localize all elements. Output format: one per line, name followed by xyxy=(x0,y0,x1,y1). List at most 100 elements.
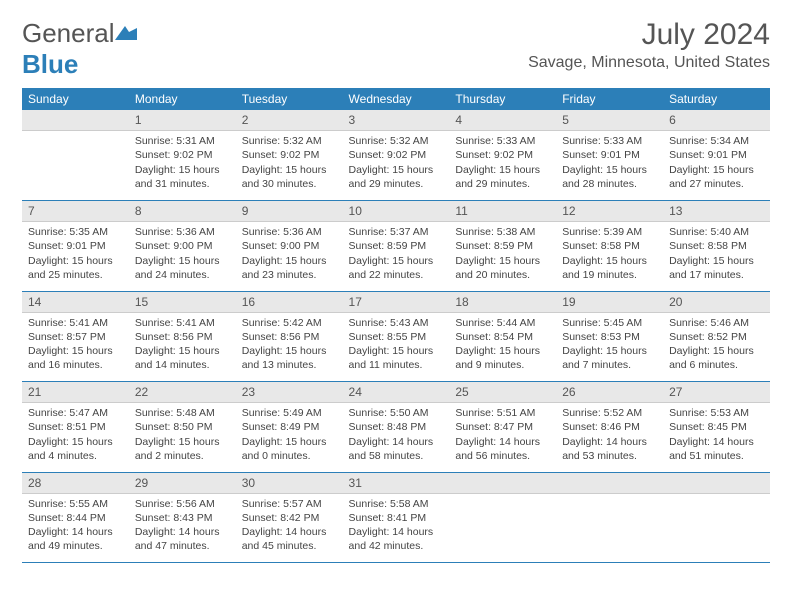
daylight-text: Daylight: 14 hours and 45 minutes. xyxy=(242,525,337,553)
calendar-cell: 19Sunrise: 5:45 AMSunset: 8:53 PMDayligh… xyxy=(556,291,663,381)
daylight-text: Daylight: 15 hours and 29 minutes. xyxy=(349,163,444,191)
month-title: July 2024 xyxy=(528,18,770,52)
day-number: 21 xyxy=(22,382,129,403)
sunrise-text: Sunrise: 5:31 AM xyxy=(135,134,230,148)
day-content: Sunrise: 5:36 AMSunset: 9:00 PMDaylight:… xyxy=(129,222,236,288)
daylight-text: Daylight: 15 hours and 13 minutes. xyxy=(242,344,337,372)
sunset-text: Sunset: 8:43 PM xyxy=(135,511,230,525)
daylight-text: Daylight: 15 hours and 20 minutes. xyxy=(455,254,550,282)
flag-icon xyxy=(115,18,137,34)
sunset-text: Sunset: 9:01 PM xyxy=(28,239,123,253)
sunrise-text: Sunrise: 5:49 AM xyxy=(242,406,337,420)
row-divider xyxy=(22,562,770,563)
day-number: 17 xyxy=(343,292,450,313)
day-header: Tuesday xyxy=(236,88,343,110)
daylight-text: Daylight: 15 hours and 9 minutes. xyxy=(455,344,550,372)
calendar-table: SundayMondayTuesdayWednesdayThursdayFrid… xyxy=(22,88,770,563)
sunset-text: Sunset: 8:58 PM xyxy=(562,239,657,253)
day-content: Sunrise: 5:32 AMSunset: 9:02 PMDaylight:… xyxy=(236,131,343,197)
calendar-cell: 29Sunrise: 5:56 AMSunset: 8:43 PMDayligh… xyxy=(129,472,236,562)
sunset-text: Sunset: 8:47 PM xyxy=(455,420,550,434)
calendar-cell: 31Sunrise: 5:58 AMSunset: 8:41 PMDayligh… xyxy=(343,472,450,562)
calendar-cell: 10Sunrise: 5:37 AMSunset: 8:59 PMDayligh… xyxy=(343,201,450,291)
daylight-text: Daylight: 14 hours and 47 minutes. xyxy=(135,525,230,553)
sunrise-text: Sunrise: 5:56 AM xyxy=(135,497,230,511)
day-content: Sunrise: 5:43 AMSunset: 8:55 PMDaylight:… xyxy=(343,313,450,379)
sunset-text: Sunset: 9:02 PM xyxy=(135,148,230,162)
calendar-cell: 3Sunrise: 5:32 AMSunset: 9:02 PMDaylight… xyxy=(343,110,450,200)
day-number: 16 xyxy=(236,292,343,313)
day-number: 7 xyxy=(22,201,129,222)
day-content: Sunrise: 5:50 AMSunset: 8:48 PMDaylight:… xyxy=(343,403,450,469)
day-content: Sunrise: 5:39 AMSunset: 8:58 PMDaylight:… xyxy=(556,222,663,288)
calendar-cell xyxy=(22,110,129,200)
calendar-cell: 25Sunrise: 5:51 AMSunset: 8:47 PMDayligh… xyxy=(449,382,556,472)
day-content: Sunrise: 5:31 AMSunset: 9:02 PMDaylight:… xyxy=(129,131,236,197)
calendar-cell: 26Sunrise: 5:52 AMSunset: 8:46 PMDayligh… xyxy=(556,382,663,472)
sunrise-text: Sunrise: 5:55 AM xyxy=(28,497,123,511)
day-content: Sunrise: 5:55 AMSunset: 8:44 PMDaylight:… xyxy=(22,494,129,560)
day-number: 30 xyxy=(236,473,343,494)
day-header: Saturday xyxy=(663,88,770,110)
day-content: Sunrise: 5:56 AMSunset: 8:43 PMDaylight:… xyxy=(129,494,236,560)
calendar-cell xyxy=(663,472,770,562)
day-number: 22 xyxy=(129,382,236,403)
sunrise-text: Sunrise: 5:51 AM xyxy=(455,406,550,420)
calendar-cell: 1Sunrise: 5:31 AMSunset: 9:02 PMDaylight… xyxy=(129,110,236,200)
day-content: Sunrise: 5:53 AMSunset: 8:45 PMDaylight:… xyxy=(663,403,770,469)
calendar-cell: 30Sunrise: 5:57 AMSunset: 8:42 PMDayligh… xyxy=(236,472,343,562)
calendar-cell: 28Sunrise: 5:55 AMSunset: 8:44 PMDayligh… xyxy=(22,472,129,562)
day-number xyxy=(449,473,556,494)
sunset-text: Sunset: 9:00 PM xyxy=(135,239,230,253)
daylight-text: Daylight: 15 hours and 16 minutes. xyxy=(28,344,123,372)
sunrise-text: Sunrise: 5:40 AM xyxy=(669,225,764,239)
brand-logo: GeneralBlue xyxy=(22,18,137,80)
calendar-cell: 6Sunrise: 5:34 AMSunset: 9:01 PMDaylight… xyxy=(663,110,770,200)
sunrise-text: Sunrise: 5:32 AM xyxy=(242,134,337,148)
sunset-text: Sunset: 8:56 PM xyxy=(242,330,337,344)
calendar-week: 21Sunrise: 5:47 AMSunset: 8:51 PMDayligh… xyxy=(22,382,770,472)
day-content: Sunrise: 5:48 AMSunset: 8:50 PMDaylight:… xyxy=(129,403,236,469)
sunrise-text: Sunrise: 5:53 AM xyxy=(669,406,764,420)
sunset-text: Sunset: 8:57 PM xyxy=(28,330,123,344)
day-content: Sunrise: 5:33 AMSunset: 9:02 PMDaylight:… xyxy=(449,131,556,197)
day-number: 29 xyxy=(129,473,236,494)
day-number: 5 xyxy=(556,110,663,131)
sunset-text: Sunset: 8:59 PM xyxy=(349,239,444,253)
sunset-text: Sunset: 8:46 PM xyxy=(562,420,657,434)
day-content: Sunrise: 5:33 AMSunset: 9:01 PMDaylight:… xyxy=(556,131,663,197)
daylight-text: Daylight: 15 hours and 29 minutes. xyxy=(455,163,550,191)
calendar-week: 7Sunrise: 5:35 AMSunset: 9:01 PMDaylight… xyxy=(22,201,770,291)
calendar-cell: 5Sunrise: 5:33 AMSunset: 9:01 PMDaylight… xyxy=(556,110,663,200)
calendar-cell: 27Sunrise: 5:53 AMSunset: 8:45 PMDayligh… xyxy=(663,382,770,472)
daylight-text: Daylight: 15 hours and 24 minutes. xyxy=(135,254,230,282)
daylight-text: Daylight: 15 hours and 23 minutes. xyxy=(242,254,337,282)
day-content: Sunrise: 5:41 AMSunset: 8:57 PMDaylight:… xyxy=(22,313,129,379)
day-content: Sunrise: 5:45 AMSunset: 8:53 PMDaylight:… xyxy=(556,313,663,379)
sunset-text: Sunset: 8:54 PM xyxy=(455,330,550,344)
daylight-text: Daylight: 15 hours and 28 minutes. xyxy=(562,163,657,191)
sunrise-text: Sunrise: 5:46 AM xyxy=(669,316,764,330)
calendar-cell: 23Sunrise: 5:49 AMSunset: 8:49 PMDayligh… xyxy=(236,382,343,472)
day-number: 12 xyxy=(556,201,663,222)
sunset-text: Sunset: 8:50 PM xyxy=(135,420,230,434)
brand-part1: General xyxy=(22,18,115,48)
sunrise-text: Sunrise: 5:58 AM xyxy=(349,497,444,511)
day-header: Wednesday xyxy=(343,88,450,110)
day-number xyxy=(22,110,129,131)
daylight-text: Daylight: 15 hours and 14 minutes. xyxy=(135,344,230,372)
daylight-text: Daylight: 14 hours and 53 minutes. xyxy=(562,435,657,463)
brand-text: GeneralBlue xyxy=(22,18,137,80)
daylight-text: Daylight: 14 hours and 49 minutes. xyxy=(28,525,123,553)
sunrise-text: Sunrise: 5:45 AM xyxy=(562,316,657,330)
day-content: Sunrise: 5:41 AMSunset: 8:56 PMDaylight:… xyxy=(129,313,236,379)
sunrise-text: Sunrise: 5:48 AM xyxy=(135,406,230,420)
calendar-cell: 2Sunrise: 5:32 AMSunset: 9:02 PMDaylight… xyxy=(236,110,343,200)
sunrise-text: Sunrise: 5:34 AM xyxy=(669,134,764,148)
sunrise-text: Sunrise: 5:42 AM xyxy=(242,316,337,330)
day-header: Sunday xyxy=(22,88,129,110)
day-content: Sunrise: 5:49 AMSunset: 8:49 PMDaylight:… xyxy=(236,403,343,469)
daylight-text: Daylight: 15 hours and 31 minutes. xyxy=(135,163,230,191)
day-content: Sunrise: 5:58 AMSunset: 8:41 PMDaylight:… xyxy=(343,494,450,560)
day-content: Sunrise: 5:40 AMSunset: 8:58 PMDaylight:… xyxy=(663,222,770,288)
